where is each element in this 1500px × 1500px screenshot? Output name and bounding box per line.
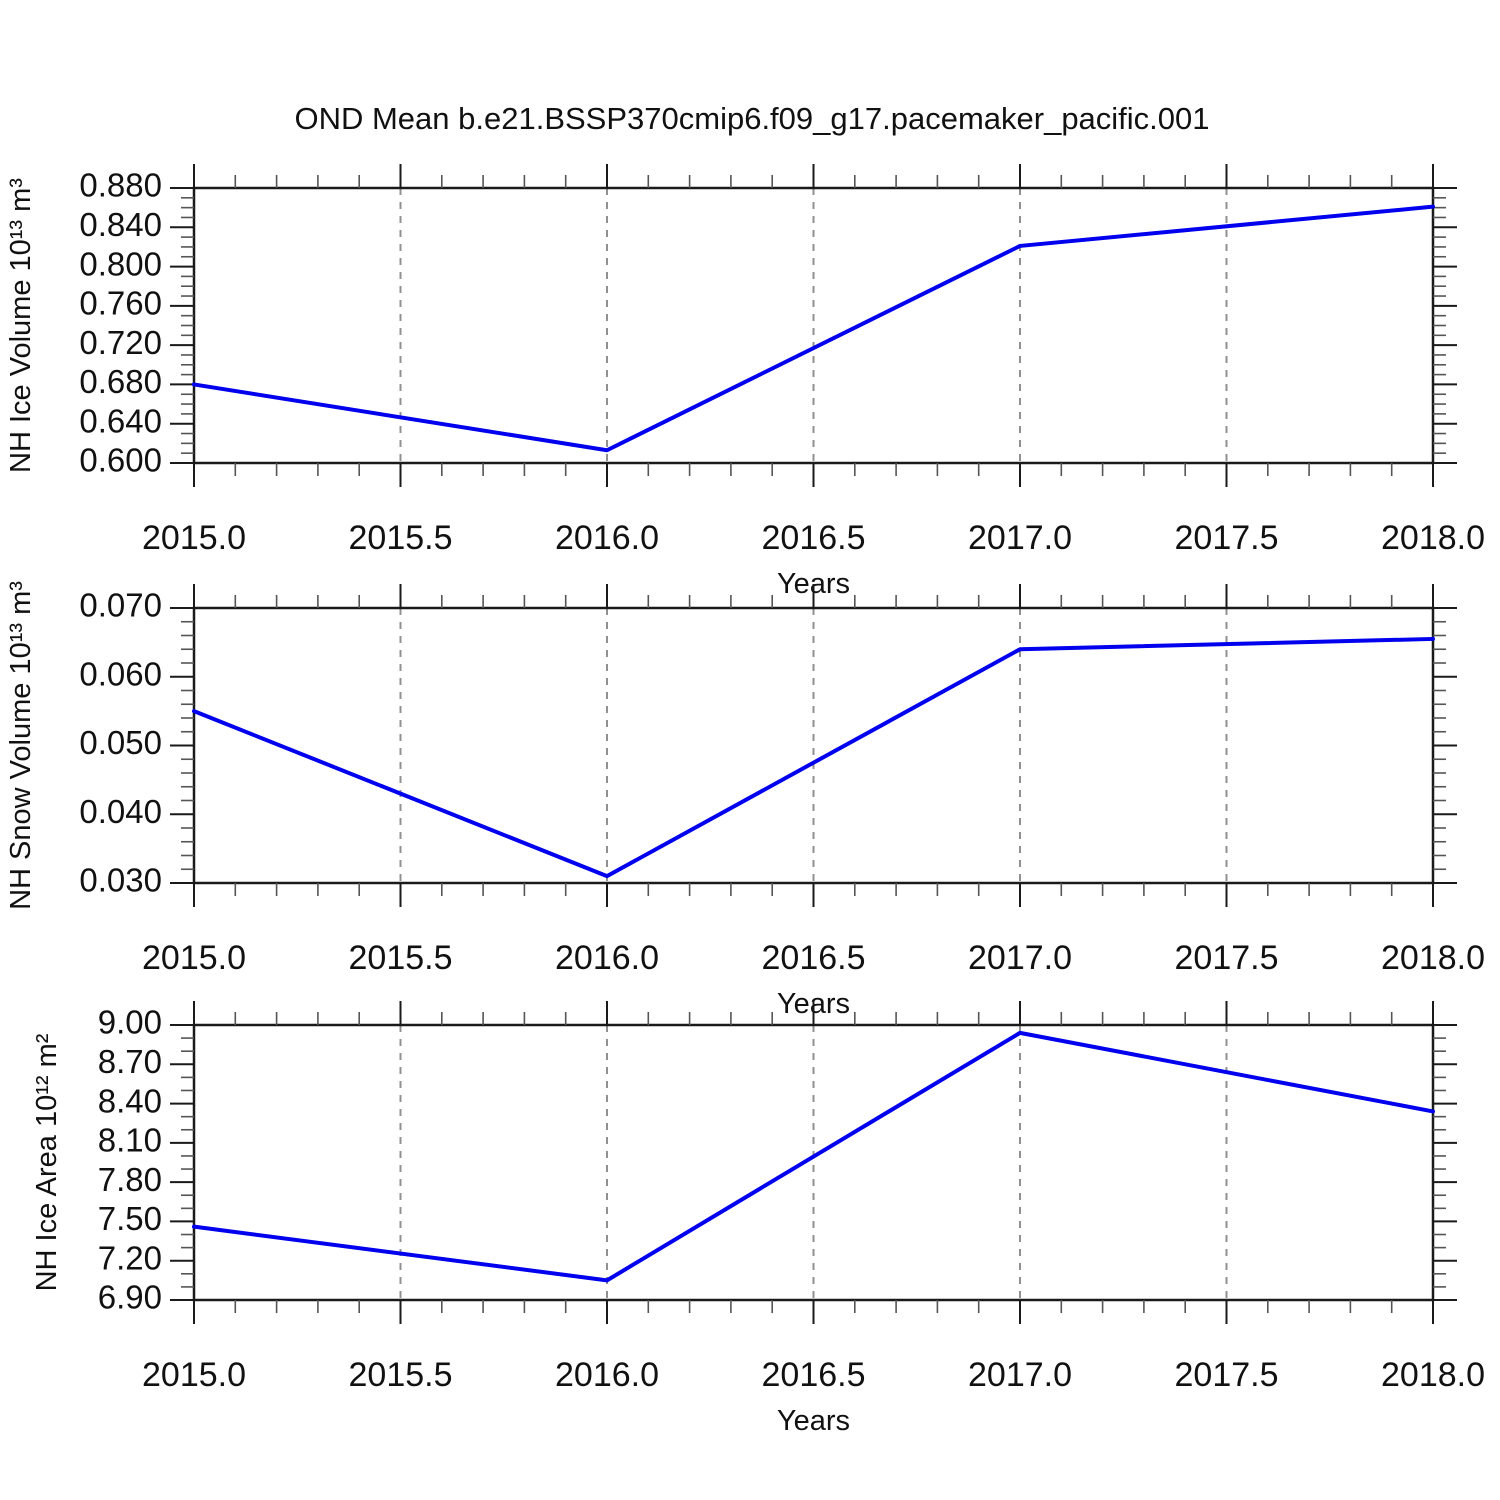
major-ticks [170,164,1457,487]
y-tick-label: 8.40 [98,1082,162,1119]
y-tick-label: 0.040 [79,793,162,830]
y-tick-label: 0.600 [79,442,162,479]
y-axis-title: NH Snow Volume 10¹³ m³ [5,581,37,910]
series-line [192,1030,1435,1283]
x-axis-title: Years [777,1405,850,1437]
x-tick-label: 2016.5 [762,1356,866,1394]
x-tick-label: 2016.5 [762,519,866,557]
y-axis-title: NH Ice Area 10¹² m² [31,1033,63,1291]
series-line [192,204,1435,453]
y-tick-label: 7.50 [98,1200,162,1237]
y-tick-label: 0.840 [79,206,162,243]
panel-nh-snow-volume: 0.030 0.040 0.050 0.060 0.070 2015.0 2015.5 201… [5,581,1485,1020]
minor-ticks [181,1012,1446,1313]
x-tick-label: 2015.5 [349,939,453,977]
y-tick-label: 8.70 [98,1043,162,1080]
y-tick-label: 0.880 [79,167,162,204]
gridlines [399,188,1228,463]
y-tick-label: 0.060 [79,655,162,692]
major-ticks [170,1001,1457,1324]
y-tick-label: 6.90 [98,1279,162,1316]
gridlines [399,608,1228,883]
plot-border [192,186,1435,465]
x-tick-label: 2015.0 [142,1356,246,1394]
major-ticks [170,584,1457,907]
y-tick-label: 0.720 [79,324,162,361]
y-tick-label: 0.760 [79,285,162,322]
x-tick-label: 2015.5 [349,1356,453,1394]
x-tick-label: 2018.0 [1381,1356,1485,1394]
x-tick-label: 2016.0 [555,519,659,557]
x-tick-label: 2015.5 [349,519,453,557]
minor-ticks [181,595,1446,896]
series-line [192,636,1435,879]
y-tick-label: 0.640 [79,402,162,439]
x-tick-label: 2017.5 [1175,1356,1279,1394]
panel-nh-ice-volume: 0.6000.6400.6800.7200.7600.8000.8400.880… [5,164,1485,600]
y-tick-label: 0.030 [79,862,162,899]
y-tick-label: 8.10 [98,1122,162,1159]
y-tick-label: 7.80 [98,1161,162,1198]
x-tick-label: 2018.0 [1381,519,1485,557]
x-tick-label: 2018.0 [1381,939,1485,977]
y-tick-label: 0.050 [79,724,162,761]
x-tick-label: 2017.5 [1175,939,1279,977]
y-tick-label: 0.800 [79,245,162,282]
y-tick-label: 0.070 [79,587,162,624]
x-tick-label: 2016.0 [555,939,659,977]
y-tick-label: 9.00 [98,1004,162,1041]
y-tick-label: 0.680 [79,363,162,400]
gridlines [399,1025,1228,1300]
x-tick-label: 2017.0 [968,1356,1072,1394]
x-tick-label: 2016.5 [762,939,866,977]
x-tick-label: 2015.0 [142,519,246,557]
y-tick-label: 7.20 [98,1239,162,1276]
x-tick-label: 2016.0 [555,1356,659,1394]
x-tick-label: 2017.5 [1175,519,1279,557]
x-tick-label: 2017.0 [968,939,1072,977]
y-axis-title: NH Ice Volume 10¹³ m³ [5,178,37,473]
x-tick-label: 2015.0 [142,939,246,977]
plot-border [192,606,1435,885]
minor-ticks [181,175,1446,476]
x-tick-label: 2017.0 [968,519,1072,557]
plot-border [192,1023,1435,1302]
panel-nh-ice-area: 6.907.207.507.808.108.408.709.00 2015.0 20… [31,1001,1485,1437]
chart-title: OND Mean b.e21.BSSP370cmip6.f09_g17.pace… [294,101,1210,136]
